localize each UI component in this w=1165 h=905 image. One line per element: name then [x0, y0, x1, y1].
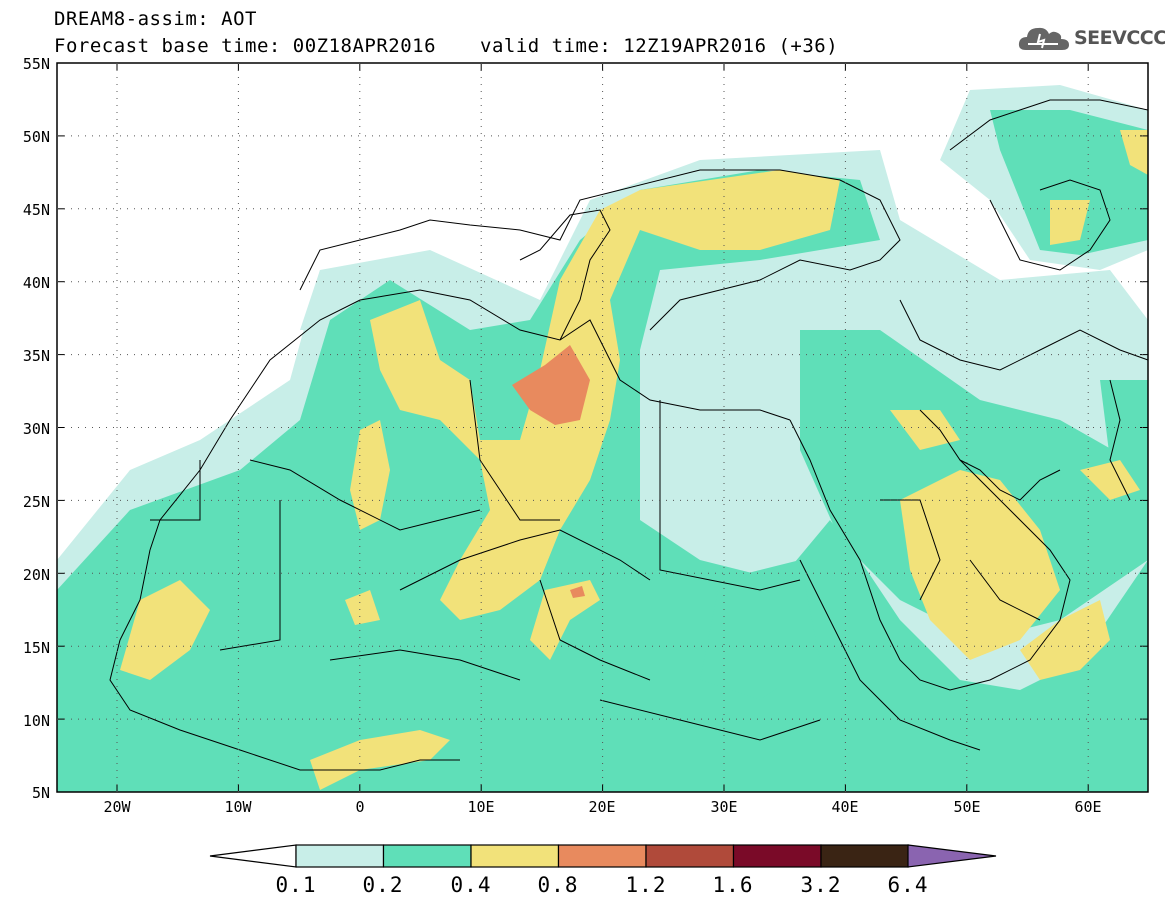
- lat-label: 35N: [23, 347, 50, 365]
- colorbar-boxes: [295, 844, 910, 868]
- seevccc-logo: SEEVCCC: [1018, 24, 1165, 52]
- colorbar-tick: 1.2: [625, 873, 667, 897]
- colorbar-box: [295, 844, 385, 868]
- lat-label: 15N: [23, 639, 50, 657]
- longitude-labels: 20W 10W 0 10E 20E 30E 40E 50E 60E: [103, 798, 1101, 816]
- axis-ticks: [57, 62, 1148, 793]
- colorbar-box: [820, 844, 910, 868]
- lat-label: 55N: [23, 55, 50, 73]
- cloud-logo-icon: [1018, 27, 1069, 50]
- colorbar-tick: 0.2: [362, 873, 404, 897]
- graticule: [57, 63, 1148, 792]
- logo-text: SEEVCCC: [1074, 27, 1165, 49]
- base-time: Forecast base time: 00Z18APR2016: [54, 35, 437, 57]
- lat-label: 10N: [23, 712, 50, 730]
- lon-label: 10W: [224, 798, 252, 816]
- lat-label: 20N: [23, 566, 50, 584]
- lon-label: 40E: [831, 798, 858, 816]
- aot-contour-0.8: [512, 345, 590, 598]
- lon-label: 60E: [1074, 798, 1101, 816]
- colorbar-tick: 1.6: [712, 873, 754, 897]
- lat-label: 25N: [23, 493, 50, 511]
- colorbar-tick: 0.1: [275, 873, 317, 897]
- lon-label: 30E: [710, 798, 737, 816]
- latitude-labels: 55N 50N 45N 40N 35N 30N 25N 20N 15N 10N …: [23, 55, 50, 802]
- colorbar-high-arrow: [907, 844, 997, 868]
- lat-label: 5N: [32, 784, 50, 802]
- map-title: DREAM8-assim: AOT: [54, 8, 257, 30]
- lon-label: 10E: [467, 798, 494, 816]
- colorbar-tick: 0.4: [450, 873, 492, 897]
- valid-time: valid time: 12Z19APR2016 (+36): [480, 35, 839, 57]
- coastlines-borders: [109, 99, 1148, 771]
- colorbar-box: [645, 844, 735, 868]
- colorbar-tick: 3.2: [800, 873, 842, 897]
- colorbar-tick: 0.8: [537, 873, 579, 897]
- colorbar-box: [470, 844, 560, 868]
- lon-label: 0: [355, 798, 364, 816]
- lat-label: 30N: [23, 420, 50, 438]
- lat-label: 40N: [23, 274, 50, 292]
- lat-label: 50N: [23, 128, 50, 146]
- lon-label: 20E: [588, 798, 615, 816]
- colorbar-tick: 6.4: [887, 873, 929, 897]
- map-fields: [57, 63, 1148, 792]
- colorbar-box: [557, 844, 647, 868]
- lon-label: 20W: [103, 798, 131, 816]
- forecast-time-line: Forecast base time: 00Z18APR2016 valid ti…: [54, 35, 838, 57]
- aot-contour-0.4: [120, 130, 1148, 790]
- lat-label: 45N: [23, 201, 50, 219]
- lon-label: 50E: [953, 798, 980, 816]
- colorbar: [209, 844, 997, 868]
- colorbar-box: [382, 844, 472, 868]
- colorbar-low-arrow: [209, 844, 297, 868]
- colorbar-box: [732, 844, 822, 868]
